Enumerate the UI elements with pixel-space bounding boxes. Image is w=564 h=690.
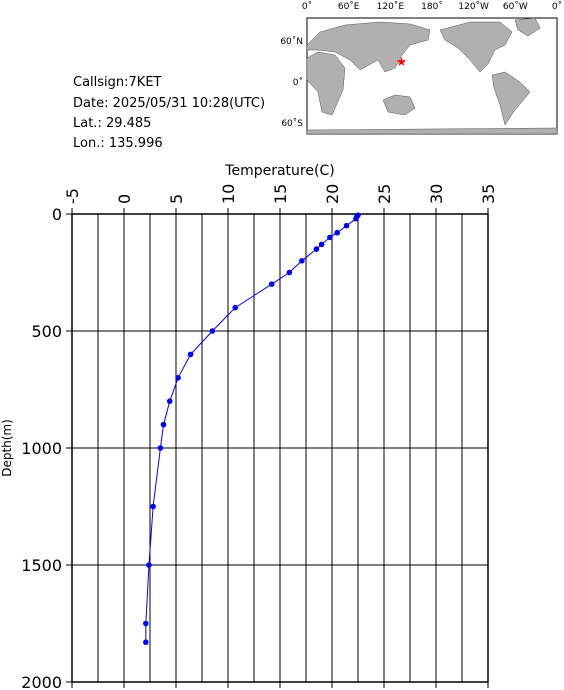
data-point [334,229,341,236]
data-point [343,222,350,229]
info: Callsign:7KET Date: 2025/05/31 10:28(UTC… [73,75,265,151]
data-point [327,234,333,241]
land [514,17,541,37]
land [382,94,416,116]
data-point [175,375,181,381]
data-point [143,620,149,627]
x-tick-label: 15 [271,184,290,204]
data-point [313,246,320,252]
map-lat-label: 60˚S [281,118,303,129]
x-axis-label: Temperature(C) [224,163,334,179]
data-point [299,258,305,264]
data-point [209,328,216,334]
y-axis-label: Depth(m) [0,419,14,477]
date: Date: 2025/05/31 10:28(UTC) [73,96,265,111]
data-point [318,241,325,248]
map-lat-label: 60˚N [280,36,303,47]
map-lon-label: 120˚W [458,1,489,12]
profile-line [145,214,359,643]
data-point [160,421,167,428]
data-point [268,281,275,288]
y-tick-label: 1500 [21,556,62,575]
map-lon-label: 60˚W [503,1,528,12]
map-lon-label: 0˚ [302,1,312,12]
y-tick-label: 500 [31,322,62,341]
longitude: Lon.: 135.996 [73,136,163,151]
land [306,51,346,116]
data-point [187,351,194,358]
data-point [157,445,164,451]
data-point [146,562,152,568]
x-tick-label: 35 [479,184,498,204]
y-tick-label: 2000 [21,673,62,690]
map-lon-label: 0˚ [552,1,562,12]
x-tick-label: 20 [323,184,342,204]
x-tick-label: 25 [375,184,394,204]
x-tick-label: 0 [115,194,134,204]
map-lat-label: 0˚ [293,77,303,88]
map [306,17,558,135]
y-tick-label: 1000 [21,439,62,458]
data-point [166,398,173,405]
data-point [232,304,239,311]
x-tick-label: 10 [219,184,238,204]
plot-frame [71,213,489,683]
y-tick-label: 0 [52,205,62,224]
data-point [143,639,149,646]
map-lon-label: 120˚E [377,1,405,12]
land [306,127,558,135]
map-lon-label: 60˚E [338,1,360,12]
position-marker [396,56,407,66]
x-tick-label: 30 [427,184,446,204]
latitude: Lat.: 29.485 [73,116,151,131]
data-point [150,503,156,510]
land [439,21,513,73]
x-tick-label: 5 [167,194,186,204]
land [491,71,531,126]
callsign: Callsign:7KET [73,75,162,90]
map-lon-label: 180˚ [421,1,443,12]
data-point [286,269,293,276]
x-tick-label: -5 [63,188,82,204]
data-point [353,215,359,222]
